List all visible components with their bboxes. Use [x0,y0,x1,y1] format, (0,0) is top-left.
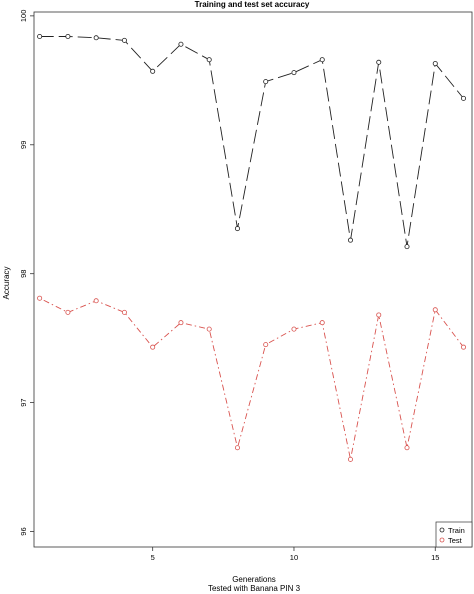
data-point-train [121,37,127,43]
data-point-test [206,326,212,332]
data-point-train [404,244,410,250]
y-tick-label: 96 [19,527,28,535]
y-axis: 96 97 98 99 100 [19,10,34,536]
y-axis-label: Accuracy [2,267,11,300]
data-point-test [263,342,269,348]
legend-box [435,521,473,548]
y-tick-label: 97 [19,398,28,406]
data-point-train [206,57,212,63]
chart-subtitle: Tested with Banana PIN 3 [208,584,301,593]
data-point-train [93,35,99,41]
series-line-test [39,297,464,460]
data-point-test [319,320,325,326]
data-point-test [461,344,467,350]
data-point-train [319,57,325,63]
data-point-test [347,456,353,462]
data-point-test [404,445,410,451]
data-point-test [376,312,382,318]
data-point-train [291,70,297,76]
data-point-train [37,33,43,39]
y-tick-label: 98 [19,270,28,278]
data-point-test [291,326,297,332]
legend-marker-test [439,537,445,543]
x-axis: 5 10 15 [151,547,439,562]
series-line-train [39,36,464,247]
legend-marker-train [439,527,445,533]
data-point-train [65,33,71,39]
legend-label-test: Test [448,536,463,545]
data-point-train [432,61,438,67]
legend: Train Test [435,521,473,548]
data-point-test [65,309,71,315]
data-point-test [150,344,156,350]
legend-label-train: Train [448,526,465,535]
data-point-test [121,309,127,315]
x-tick-label: 15 [431,553,439,562]
y-tick-label: 100 [19,10,28,23]
series-train [37,33,467,250]
data-point-train [347,237,353,243]
plot-frame [33,11,473,548]
x-tick-label: 10 [290,553,298,562]
series-test [37,295,467,462]
data-point-train [263,79,269,85]
series-layer [37,33,467,462]
chart-title: Training and test set accuracy [195,0,310,9]
data-point-test [37,295,43,301]
data-point-train [234,226,240,232]
data-point-train [461,95,467,101]
data-point-train [178,41,184,47]
data-point-test [234,445,240,451]
data-point-test [93,298,99,304]
data-point-train [376,59,382,65]
data-point-train [150,68,156,74]
x-tick-label: 5 [151,553,155,562]
data-point-test [432,307,438,313]
x-axis-label: Generations [232,575,276,584]
y-tick-label: 99 [19,141,28,149]
data-point-test [178,320,184,326]
